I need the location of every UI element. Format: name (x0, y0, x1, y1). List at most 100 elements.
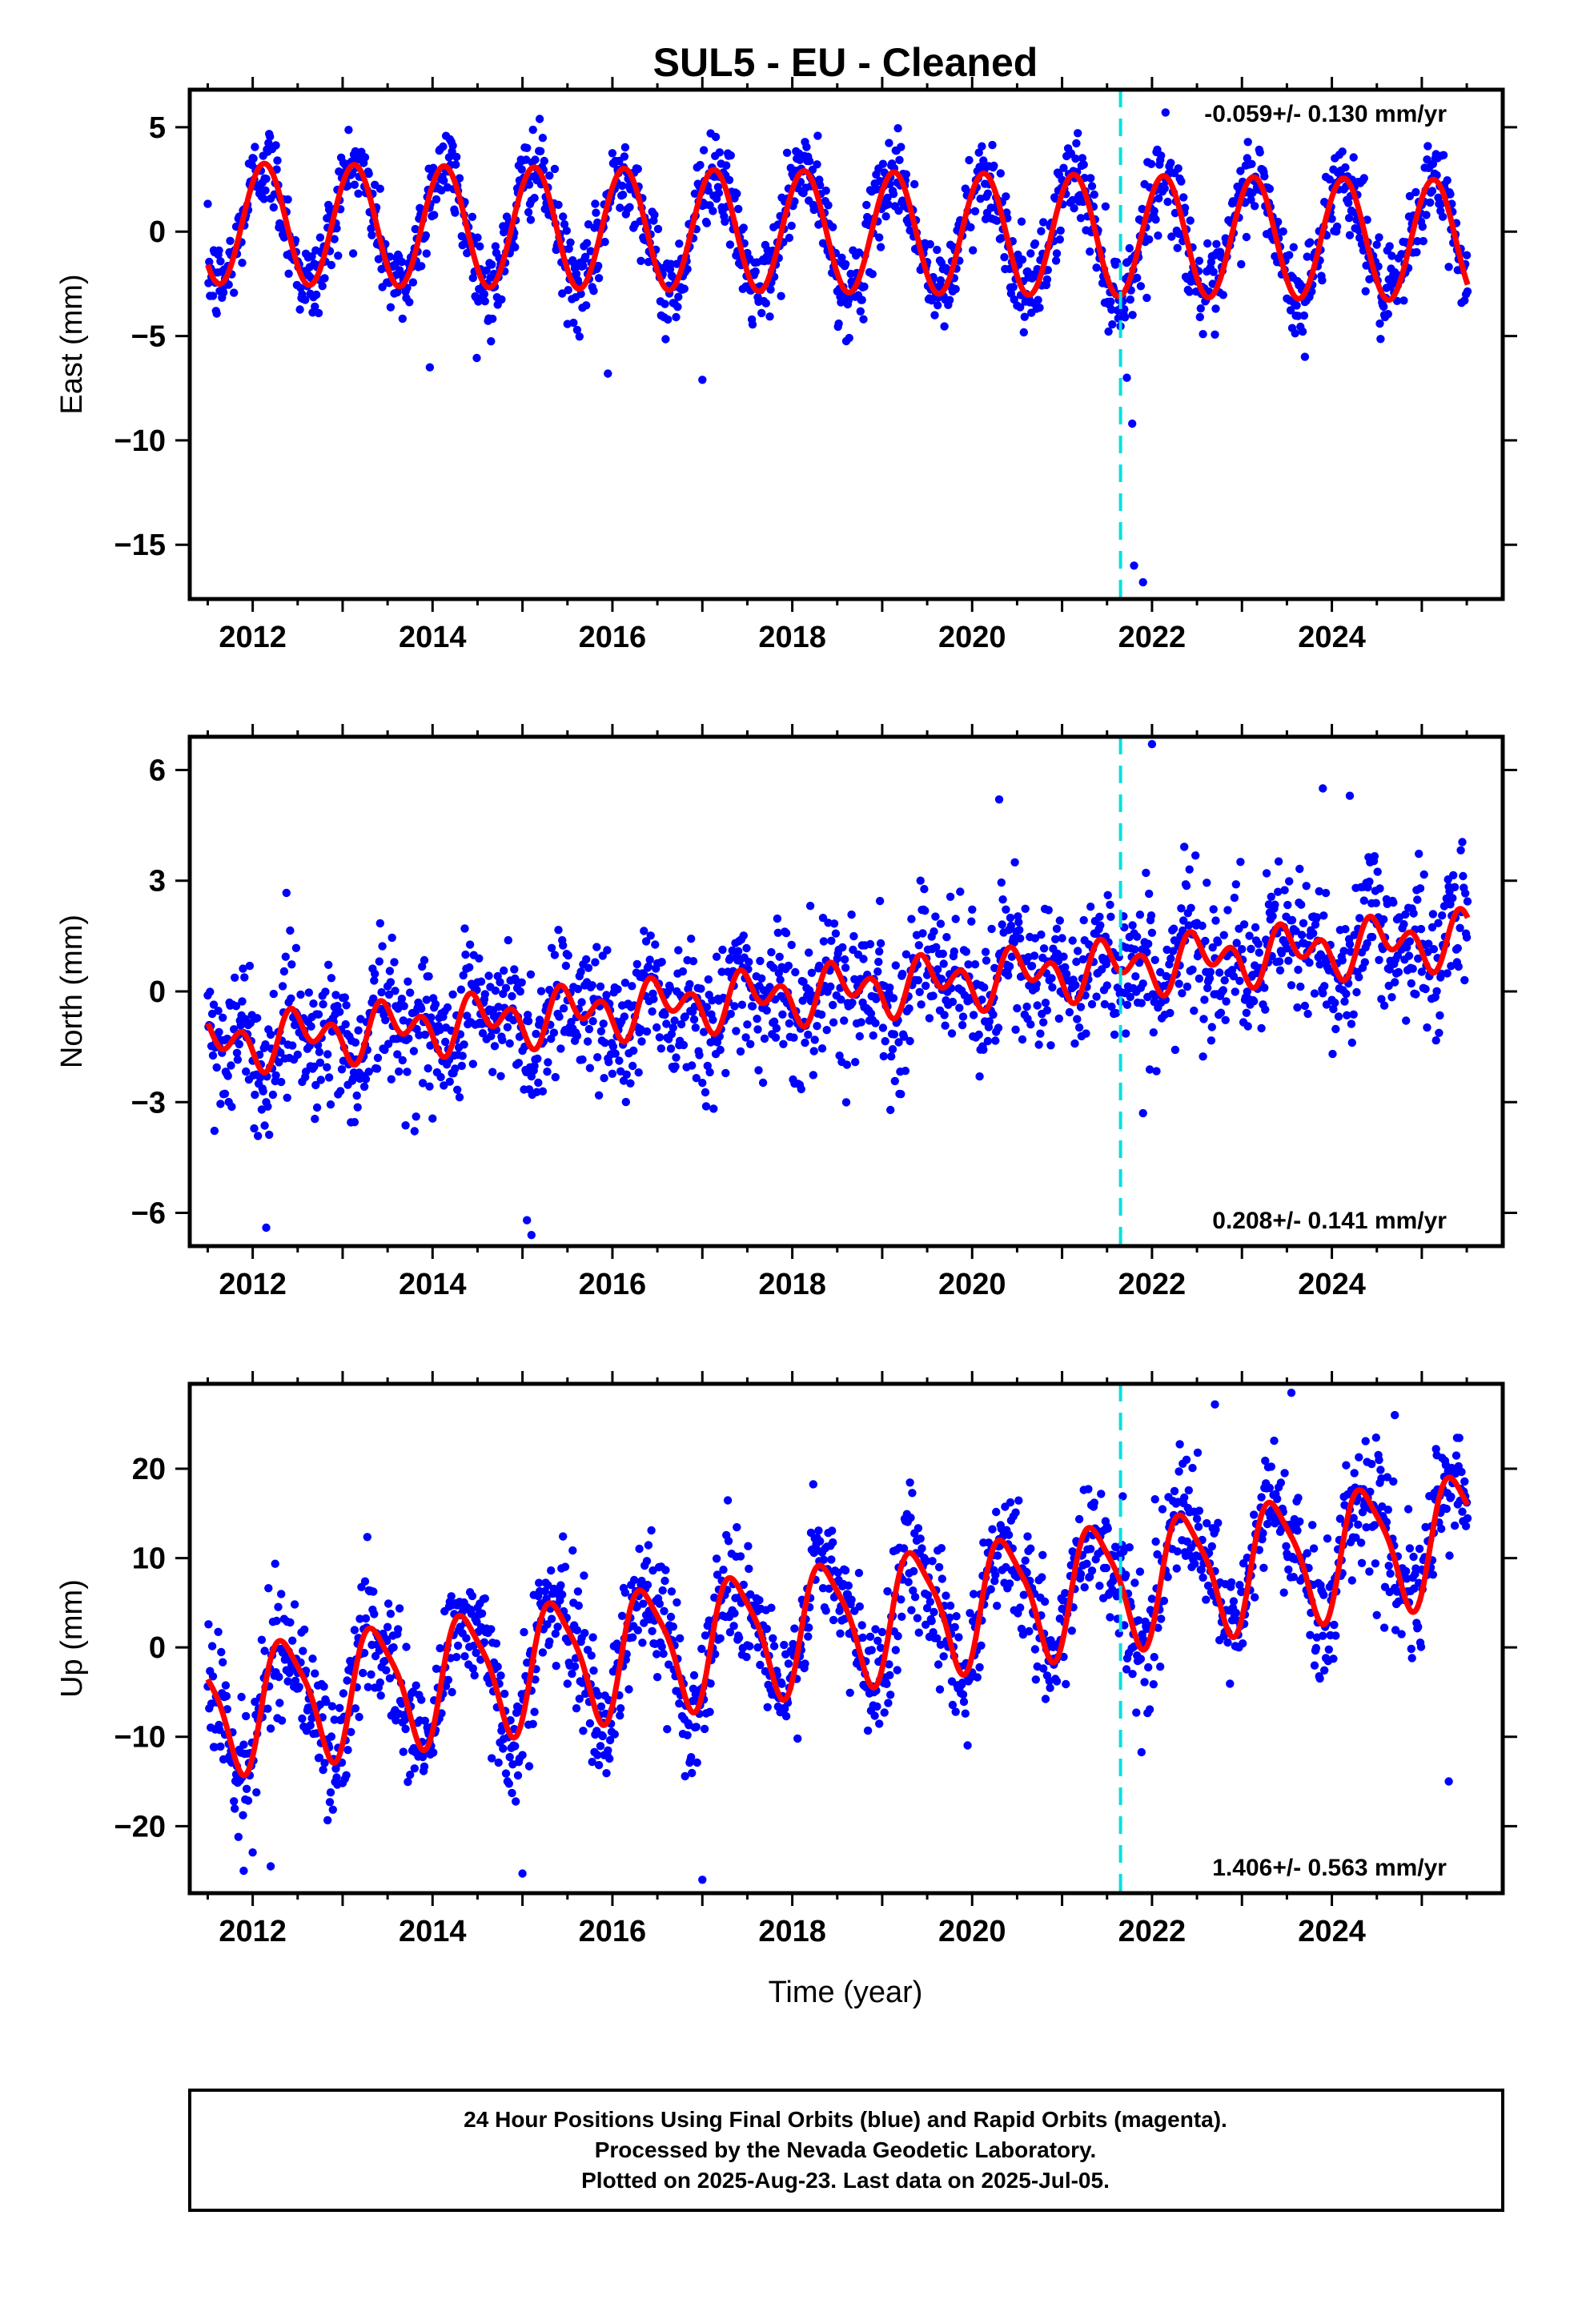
data-point (656, 1044, 665, 1053)
data-point (1296, 982, 1305, 991)
data-point (566, 238, 575, 247)
data-point (1416, 924, 1426, 934)
data-point (1219, 986, 1228, 995)
data-point (1293, 1003, 1302, 1012)
data-point (1026, 1544, 1035, 1553)
data-point (1101, 202, 1110, 211)
data-point (585, 1719, 595, 1728)
data-point (1147, 1594, 1157, 1603)
data-point (1211, 916, 1220, 925)
data-point (940, 1011, 949, 1019)
data-point (1157, 151, 1166, 160)
data-point (242, 1784, 251, 1793)
data-point (1200, 995, 1209, 1004)
data-point (1211, 1525, 1220, 1534)
data-point (1192, 1514, 1202, 1523)
data-point (1319, 911, 1328, 920)
data-point (613, 985, 622, 994)
data-point (406, 1771, 415, 1779)
data-point (1194, 1522, 1203, 1531)
data-point (891, 961, 901, 970)
data-point (757, 974, 766, 983)
data-point (736, 1552, 745, 1561)
data-point (765, 312, 774, 321)
data-point (1016, 934, 1025, 943)
data-point (1219, 291, 1228, 300)
data-point (214, 1627, 223, 1637)
data-point (1259, 1563, 1268, 1573)
data-point (1226, 1679, 1235, 1688)
data-point (937, 1544, 946, 1553)
data-point (286, 926, 295, 935)
data-point (875, 896, 885, 906)
data-point (478, 1029, 488, 1038)
data-point (387, 933, 396, 943)
data-point (1076, 1003, 1086, 1011)
data-point (320, 1759, 329, 1767)
data-point (1161, 108, 1170, 117)
data-point (1438, 911, 1447, 920)
data-point (1152, 1067, 1161, 1076)
data-point (1188, 1463, 1197, 1473)
data-point (1239, 920, 1249, 929)
data-point (905, 1036, 914, 1046)
data-point (644, 962, 653, 971)
data-point (1286, 306, 1295, 315)
data-point (1145, 889, 1154, 899)
data-point (555, 1012, 564, 1021)
data-point (1377, 995, 1386, 1003)
data-point (452, 1653, 461, 1662)
data-point (1463, 287, 1472, 296)
north-panel: 2012 2014 2016 2018 2020 2022 2024630−3−6North… (55, 724, 1517, 1301)
data-point (1137, 999, 1146, 1007)
data-point (408, 278, 418, 287)
data-point (1005, 1579, 1014, 1588)
data-point (579, 261, 588, 271)
data-point (1135, 911, 1145, 919)
data-point (873, 185, 881, 194)
data-point (821, 1606, 830, 1615)
data-point (397, 257, 407, 267)
data-point (1195, 256, 1204, 265)
data-point (1163, 1573, 1172, 1582)
data-point (600, 237, 609, 247)
data-point (926, 1598, 935, 1606)
data-point (550, 164, 560, 174)
data-point (746, 1590, 755, 1599)
data-point (974, 148, 983, 157)
data-point (1279, 227, 1287, 236)
data-point (1461, 889, 1470, 898)
data-point (553, 1622, 562, 1631)
data-point (1306, 238, 1315, 247)
data-point (1180, 203, 1190, 212)
data-point (1450, 883, 1460, 892)
data-point (1294, 312, 1303, 320)
data-point (913, 1614, 922, 1622)
data-point (460, 1040, 468, 1049)
data-point (1283, 944, 1291, 953)
data-point (1448, 894, 1457, 903)
data-point (1073, 1015, 1082, 1023)
data-point (425, 1082, 434, 1091)
data-point (1004, 971, 1013, 980)
data-point (242, 1711, 251, 1721)
data-point (1128, 1670, 1137, 1679)
data-point (1047, 974, 1056, 983)
data-point (929, 991, 938, 1000)
data-point (1154, 194, 1163, 203)
data-point (845, 333, 853, 343)
data-point (993, 1551, 1002, 1560)
data-point (563, 1679, 572, 1688)
data-point (683, 264, 692, 274)
data-point (1034, 1040, 1043, 1049)
outlier-point (1128, 419, 1137, 428)
data-point (709, 207, 717, 215)
data-point (1042, 1006, 1052, 1015)
y-axis-label: North (mm) (55, 915, 89, 1068)
data-point (291, 943, 301, 953)
data-point (516, 987, 524, 996)
data-point (1020, 312, 1030, 321)
data-point (719, 1566, 728, 1574)
data-point (381, 1015, 390, 1025)
data-point (327, 260, 336, 270)
